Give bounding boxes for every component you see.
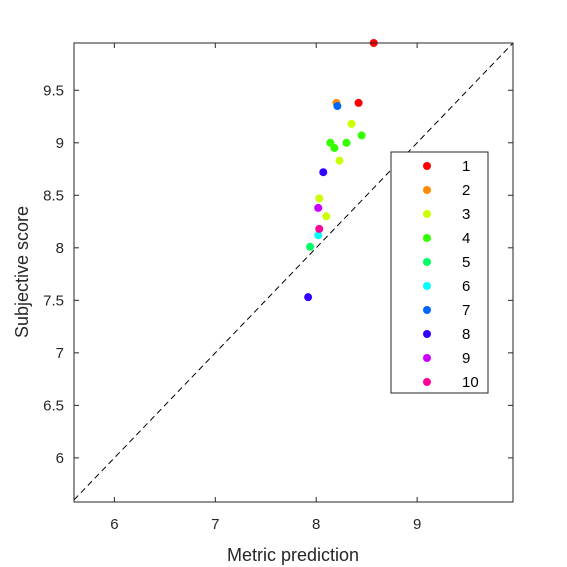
- data-point-series-4: [342, 138, 351, 147]
- legend-marker-3: [423, 210, 431, 218]
- plot-frame: [73, 42, 514, 503]
- legend: 1 2 3 4 5 6 7 8 9 10: [390, 151, 489, 394]
- data-point-series-10: [315, 224, 324, 233]
- legend-marker-5: [423, 258, 431, 266]
- x-tick-label: 9: [413, 516, 421, 533]
- y-axis-title: Subjective score: [12, 206, 32, 338]
- x-tick-label: 6: [110, 516, 118, 533]
- y-tick-label: 8.5: [43, 187, 64, 204]
- legend-items: 1 2 3 4 5 6 7 8 9 10: [423, 158, 479, 391]
- legend-marker-1: [423, 162, 431, 170]
- y-tick-label: 7.5: [43, 292, 64, 309]
- data-point-series-5: [306, 242, 315, 251]
- legend-marker-4: [423, 234, 431, 242]
- legend-label: 4: [462, 230, 470, 247]
- y-tick-label: 9: [56, 135, 64, 152]
- data-point-series-4: [357, 131, 366, 140]
- data-point-series-9: [314, 203, 323, 212]
- data-point-series-4: [330, 144, 339, 153]
- legend-label: 7: [462, 302, 470, 319]
- legend-label: 8: [462, 326, 470, 343]
- y-tick-label: 6.5: [43, 397, 64, 414]
- data-point-series-3: [315, 194, 324, 203]
- legend-marker-7: [423, 306, 431, 314]
- x-axis-title: Metric prediction: [227, 545, 359, 565]
- data-point-series-3: [322, 212, 331, 221]
- legend-marker-10: [423, 378, 431, 386]
- data-point-series-1: [354, 98, 363, 107]
- legend-label: 5: [462, 254, 470, 271]
- y-axis-ticks: 6 6.5 7 7.5 8 8.5 9 9.5: [43, 82, 513, 467]
- legend-marker-2: [423, 186, 431, 194]
- data-point-series-8: [304, 293, 313, 302]
- data-point-series-3: [335, 156, 344, 165]
- data-point-series-7: [333, 102, 342, 111]
- x-tick-label: 8: [312, 516, 320, 533]
- reference-line-layer: [73, 42, 514, 501]
- data-point-series-3: [347, 119, 356, 128]
- x-axis-ticks: 6 7 8 9: [110, 43, 421, 533]
- data-point-series-6: [314, 231, 323, 240]
- legend-label: 10: [462, 374, 479, 391]
- data-points: [304, 39, 378, 302]
- legend-marker-9: [423, 354, 431, 362]
- reference-line: [73, 42, 514, 501]
- legend-box: [390, 151, 489, 394]
- y-tick-label: 7: [56, 345, 64, 362]
- legend-label: 6: [462, 278, 470, 295]
- legend-label: 1: [462, 158, 470, 175]
- x-tick-label: 7: [211, 516, 219, 533]
- legend-marker-6: [423, 282, 431, 290]
- legend-label: 3: [462, 206, 470, 223]
- legend-label: 2: [462, 182, 470, 199]
- legend-label: 9: [462, 350, 470, 367]
- data-point-series-8: [319, 168, 328, 177]
- y-tick-label: 9.5: [43, 82, 64, 99]
- legend-marker-8: [423, 330, 431, 338]
- y-tick-label: 6: [56, 450, 64, 467]
- y-tick-label: 8: [56, 240, 64, 257]
